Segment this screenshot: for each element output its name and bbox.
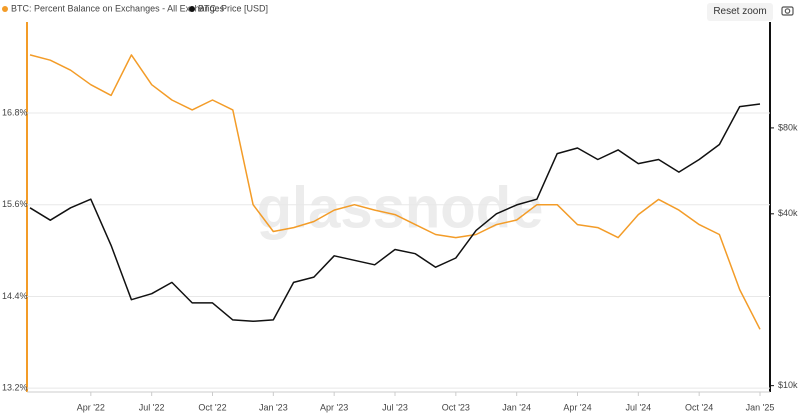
series-line [29,103,761,323]
legend-swatch [2,6,8,12]
x-tick-label: Jan '24 [502,402,531,412]
y-tick-label: 15.6% [2,199,28,209]
x-tick-label: Jul '23 [382,402,408,412]
x-tick-label: Jul '22 [139,402,165,412]
x-tick-label: Jan '25 [746,402,775,412]
series-line [29,54,761,330]
x-tick-label: Oct '22 [198,402,226,412]
reset-zoom-button[interactable]: Reset zoom [707,3,773,21]
x-tick-label: Jan '23 [259,402,288,412]
x-tick-label: Oct '24 [685,402,713,412]
y-tick-label: 16.8% [2,107,28,117]
y2-tick-label: $40k [778,208,798,218]
legend-label[interactable]: BTC: Price [USD] [198,3,268,13]
x-tick-label: Apr '22 [77,402,105,412]
camera-icon[interactable] [781,6,794,16]
x-tick-label: Apr '24 [563,402,591,412]
y-tick-label: 13.2% [2,383,28,393]
x-tick-label: Apr '23 [320,402,348,412]
y-tick-label: 14.4% [2,291,28,301]
legend-swatch [189,6,195,12]
x-tick-label: Jul '24 [625,402,651,412]
x-tick-label: Oct '23 [442,402,470,412]
y2-tick-label: $80k [778,122,798,132]
y2-tick-label: $10k [778,380,798,390]
watermark: glassnode [257,175,544,240]
legend-label[interactable]: BTC: Percent Balance on Exchanges - All … [11,3,225,13]
